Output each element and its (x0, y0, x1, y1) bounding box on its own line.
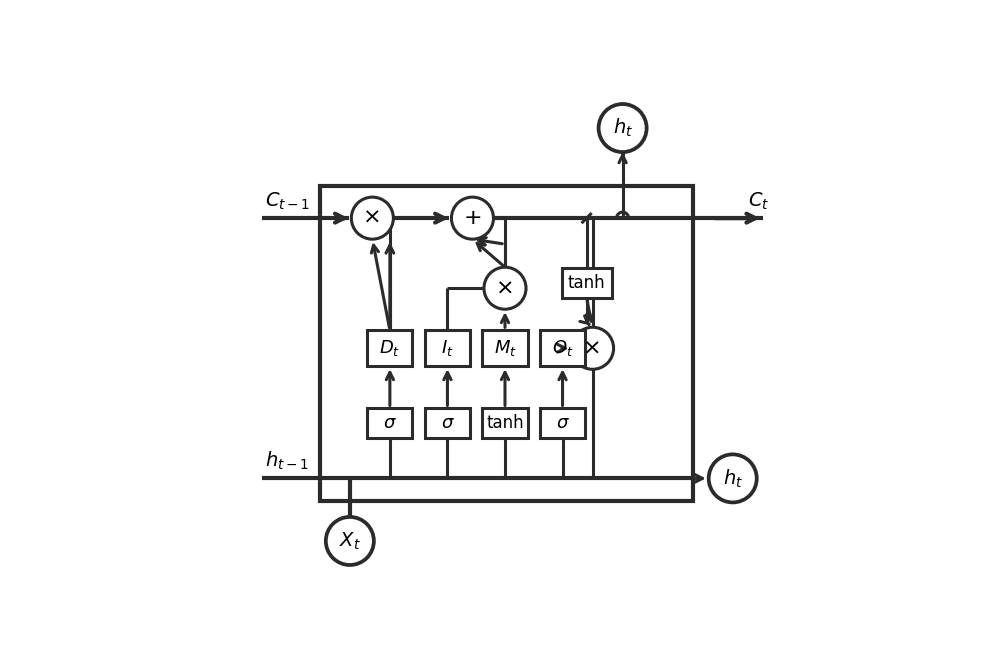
Circle shape (709, 454, 757, 502)
Circle shape (572, 327, 614, 369)
Text: +: + (463, 208, 482, 228)
Circle shape (351, 197, 393, 239)
Text: $h_{t-1}$: $h_{t-1}$ (265, 450, 309, 473)
Text: $M_t$: $M_t$ (494, 338, 516, 358)
Text: $h_t$: $h_t$ (613, 117, 633, 139)
Circle shape (484, 267, 526, 309)
Bar (562, 268, 612, 298)
Text: $X_t$: $X_t$ (339, 530, 361, 552)
Bar (540, 330, 585, 367)
Circle shape (599, 104, 647, 152)
Circle shape (451, 197, 493, 239)
Text: tanh: tanh (486, 414, 524, 432)
Bar (320, 186, 693, 501)
Text: ×: × (363, 208, 382, 228)
Text: ×: × (496, 278, 514, 298)
Circle shape (326, 517, 374, 565)
Bar (367, 408, 412, 438)
Text: $\sigma$: $\sigma$ (441, 414, 454, 432)
Text: $h_t$: $h_t$ (723, 467, 743, 489)
Bar (425, 408, 470, 438)
Text: $\sigma$: $\sigma$ (383, 414, 397, 432)
Bar (425, 330, 470, 367)
Bar (540, 408, 585, 438)
Text: $C_{t-1}$: $C_{t-1}$ (265, 191, 310, 212)
Text: $C_t$: $C_t$ (748, 191, 769, 212)
Text: tanh: tanh (568, 274, 605, 292)
Text: ×: × (583, 338, 602, 358)
Bar (367, 330, 412, 367)
Text: $\sigma$: $\sigma$ (556, 414, 569, 432)
Bar (482, 408, 528, 438)
Text: $D_t$: $D_t$ (379, 338, 400, 358)
Text: $O_t$: $O_t$ (552, 338, 573, 358)
Text: $I_t$: $I_t$ (441, 338, 454, 358)
Bar (482, 330, 528, 367)
